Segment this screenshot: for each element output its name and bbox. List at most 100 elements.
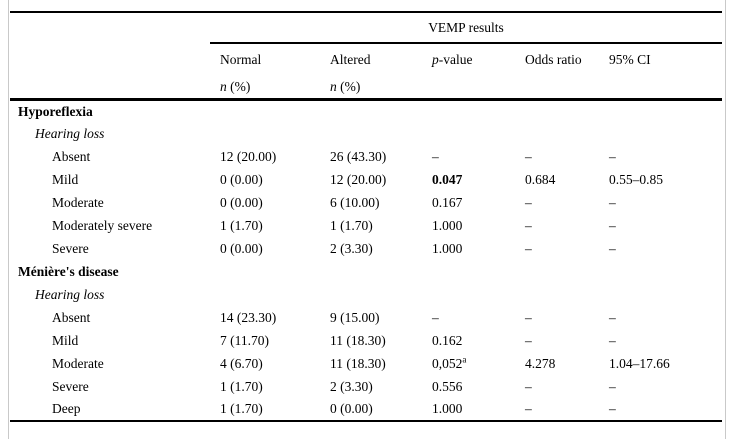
cell-label: Mild — [52, 171, 79, 187]
cell-label: Severe — [52, 240, 89, 256]
cell-normal — [210, 99, 320, 122]
subheader-spacer — [10, 75, 210, 101]
cell-odds-ratio: – — [525, 240, 532, 256]
cell-ci: – — [609, 148, 616, 164]
cell-altered: 1 (1.70) — [330, 217, 373, 233]
cell-normal: 7 (11.70) — [220, 332, 269, 348]
cell-label: Hyporeflexia — [18, 103, 93, 119]
header-spacer — [10, 43, 210, 75]
cell-normal: 0 (0.00) — [220, 171, 263, 187]
col-header-ci: 95% CI — [609, 51, 651, 67]
cell-ci: 0.55–0.85 — [609, 171, 663, 187]
cell-pvalue: – — [432, 309, 439, 325]
vemp-results-table: VEMP results Normal Altered p-value Odds… — [10, 11, 723, 422]
pvalue-rest: -value — [438, 51, 473, 67]
cell-odds-ratio — [515, 122, 599, 145]
cell-altered: 9 (15.00) — [330, 309, 380, 325]
cell-pvalue — [422, 99, 515, 122]
cell-ci: – — [609, 240, 616, 256]
cell-ci: – — [609, 378, 616, 394]
cell-label: Moderately severe — [52, 217, 153, 233]
cell-normal: 1 (1.70) — [220, 217, 263, 233]
cell-normal: 14 (23.30) — [220, 309, 277, 325]
cell-ci: – — [609, 332, 616, 348]
cell-pvalue: 1.000 — [432, 240, 463, 256]
table-row: Moderate 0 (0.00) 6 (10.00) 0.167 – – — [10, 191, 722, 214]
cell-normal: 0 (0.00) — [220, 194, 263, 210]
cell-label: Moderate — [52, 355, 104, 371]
cell-label: Absent — [52, 148, 91, 164]
cell-altered: 26 (43.30) — [330, 148, 387, 164]
cell-label: Ménière's disease — [18, 263, 119, 279]
subheader-altered-n-pct: n (%) — [320, 75, 422, 101]
table-body: Hyporeflexia Hearing loss Absent 12 (20.… — [10, 99, 722, 421]
subheader-row: n (%) n (%) — [10, 75, 723, 101]
cell-ci — [599, 260, 722, 283]
cell-altered: 11 (18.30) — [330, 332, 386, 348]
cell-pvalue — [422, 283, 515, 306]
cell-ci — [599, 283, 722, 306]
subheader-empty — [515, 75, 599, 101]
cell-altered: 0 (0.00) — [330, 401, 373, 417]
cell-pvalue: 0.162 — [432, 332, 463, 348]
cell-odds-ratio — [515, 260, 599, 283]
subheader-empty — [422, 75, 515, 101]
cell-pvalue: 1.000 — [432, 401, 463, 417]
cell-normal — [210, 260, 320, 283]
table-row: Moderately severe 1 (1.70) 1 (1.70) 1.00… — [10, 214, 722, 237]
table-header: VEMP results Normal Altered p-value Odds… — [10, 12, 723, 101]
cell-pvalue: 0.167 — [432, 194, 463, 210]
col-header-odds-ratio: Odds ratio — [525, 51, 582, 67]
cell-odds-ratio: – — [525, 332, 532, 348]
table-row: Hearing loss — [10, 283, 722, 306]
col-header-altered: Altered — [330, 51, 371, 67]
table-row: Absent 12 (20.00) 26 (43.30) – – – — [10, 145, 722, 168]
cell-odds-ratio: 4.278 — [525, 355, 556, 371]
cell-pvalue: 0,052a — [432, 354, 467, 371]
cell-odds-ratio: – — [525, 194, 532, 210]
cell-label: Mild — [52, 332, 79, 348]
cell-normal: 0 (0.00) — [220, 240, 263, 256]
table-row: Absent 14 (23.30) 9 (15.00) – – – — [10, 306, 722, 329]
cell-altered — [320, 99, 422, 122]
cell-label: Severe — [52, 378, 89, 394]
table-row: Hearing loss — [10, 122, 722, 145]
spanner-title: VEMP results — [210, 12, 723, 44]
spanner-row: VEMP results — [10, 12, 723, 44]
table-row: Hyporeflexia — [10, 99, 722, 122]
cell-label: Hearing loss — [35, 286, 105, 302]
cell-normal: 12 (20.00) — [220, 148, 277, 164]
table-row: Severe 1 (1.70) 2 (3.30) 0.556 – – — [10, 375, 722, 398]
cell-odds-ratio: – — [525, 217, 532, 233]
cell-altered: 2 (3.30) — [330, 378, 373, 394]
cell-label: Deep — [52, 401, 81, 417]
col-header-pvalue: p-value — [422, 43, 515, 75]
cell-altered — [320, 260, 422, 283]
cell-normal: 4 (6.70) — [220, 355, 263, 371]
cell-altered: 12 (20.00) — [330, 171, 387, 187]
cell-altered: 2 (3.30) — [330, 240, 373, 256]
table-row: Ménière's disease — [10, 260, 722, 283]
cell-pvalue: 0.556 — [432, 378, 463, 394]
figure-frame: VEMP results Normal Altered p-value Odds… — [8, 0, 726, 439]
cell-pvalue: – — [432, 148, 439, 164]
cell-ci: – — [609, 194, 616, 210]
cell-ci — [599, 99, 722, 122]
cell-ci: – — [609, 217, 616, 233]
cell-ci: – — [609, 309, 616, 325]
cell-normal: 1 (1.70) — [220, 401, 263, 417]
cell-odds-ratio — [515, 283, 599, 306]
cell-label: Absent — [52, 309, 91, 325]
cell-pvalue — [422, 260, 515, 283]
cell-odds-ratio: – — [525, 378, 532, 394]
cell-ci: 1.04–17.66 — [609, 355, 670, 371]
cell-ci: – — [609, 401, 616, 417]
cell-odds-ratio: 0.684 — [525, 171, 556, 187]
table-row: Severe 0 (0.00) 2 (3.30) 1.000 – – — [10, 237, 722, 260]
subheader-empty — [599, 75, 723, 101]
cell-pvalue: 1.000 — [432, 217, 463, 233]
table-row: Moderate 4 (6.70) 11 (18.30) 0,052a 4.27… — [10, 352, 722, 375]
cell-label: Hearing loss — [35, 125, 105, 141]
cell-normal — [210, 122, 320, 145]
pvalue-italic-p: p — [432, 51, 439, 67]
